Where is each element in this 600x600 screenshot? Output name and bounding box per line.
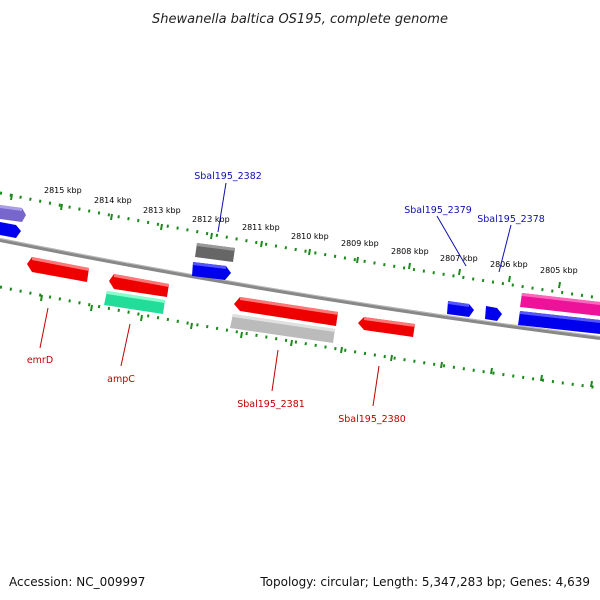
- forward-genes: [0, 205, 600, 334]
- genome-summary-text: Topology: circular; Length: 5,347,283 bp…: [259, 575, 590, 589]
- tick-label: 2810 kbp: [291, 232, 329, 241]
- reverse-genes: [27, 257, 415, 343]
- gene-magenta: [520, 293, 600, 316]
- gene-label: Sbal195_2382: [194, 171, 262, 182]
- callout-lines: [39, 182, 512, 407]
- lower-major-ticks: [40, 294, 593, 388]
- gene-pseudo: [230, 314, 335, 343]
- tick-label: 2812 kbp: [192, 215, 230, 224]
- accession-text: Accession: NC_009997: [9, 575, 145, 589]
- tick-label: 2813 kbp: [143, 206, 181, 215]
- gene-red-2380: [358, 317, 415, 337]
- gene-emrD: [27, 257, 89, 282]
- tick-label: 2811 kbp: [242, 223, 280, 232]
- gene-labels: Sbal195_2382 Sbal195_2379 Sbal195_2378 e…: [27, 171, 545, 425]
- gene-blue-2378: [485, 306, 502, 321]
- tick-label: 2805 kbp: [540, 266, 578, 275]
- gene-blue-edge: [0, 222, 21, 238]
- tick-label: 2815 kbp: [44, 186, 82, 195]
- gene-ampC: [104, 291, 165, 314]
- gene-red-2381: [234, 297, 338, 326]
- gene-label: Sbal195_2378: [477, 214, 545, 225]
- tick-label: 2807 kbp: [440, 254, 478, 263]
- tick-label: 2814 kbp: [94, 196, 132, 205]
- tick-label: 2806 kbp: [490, 260, 528, 269]
- gene-label: Sbal195_2381: [237, 399, 305, 410]
- tick-label: 2809 kbp: [341, 239, 379, 248]
- tick-labels: 2815 kbp 2814 kbp 2813 kbp 2812 kbp 2811…: [44, 186, 578, 275]
- gene-label: emrD: [27, 355, 53, 366]
- genome-backbone: [0, 238, 600, 340]
- map-title: Shewanella baltica OS195, complete genom…: [152, 12, 448, 27]
- gene-label: Sbal195_2379: [404, 205, 472, 216]
- gene-label: ampC: [107, 374, 135, 385]
- upper-tick-track: [0, 191, 600, 300]
- gene-blue-right: [518, 311, 600, 334]
- upper-major-ticks: [10, 193, 561, 289]
- gene-red-2: [109, 274, 169, 297]
- tick-label: 2808 kbp: [391, 247, 429, 256]
- gene-label: Sbal195_2380: [338, 414, 406, 425]
